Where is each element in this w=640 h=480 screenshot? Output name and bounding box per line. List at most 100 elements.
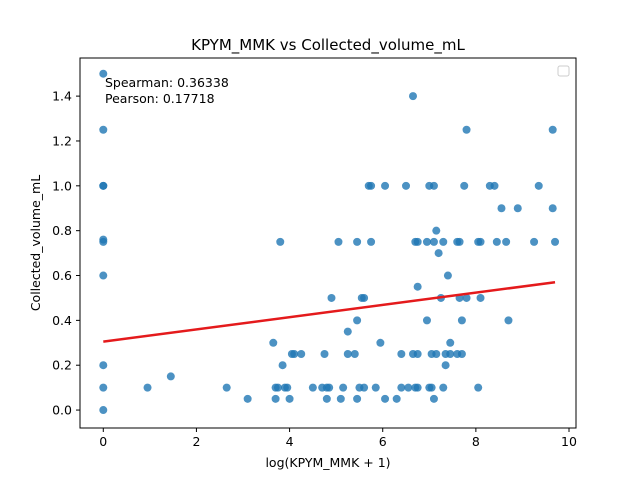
scatter-point	[371, 383, 380, 392]
scatter-point	[404, 383, 413, 392]
scatter-point	[367, 181, 376, 190]
scatter-point	[269, 338, 278, 347]
scatter-point	[429, 394, 438, 403]
scatter-point	[413, 282, 422, 291]
scatter-point	[429, 237, 438, 246]
scatter-point	[99, 181, 108, 190]
scatter-point	[327, 293, 336, 302]
scatter-point	[548, 125, 557, 134]
scatter-point	[455, 237, 464, 246]
x-tick-label: 2	[192, 434, 200, 449]
pearson-annotation: Pearson: 0.17718	[105, 91, 215, 106]
scatter-point	[474, 383, 483, 392]
scatter-point	[409, 92, 417, 101]
scatter-point	[343, 350, 352, 358]
scatter-point	[99, 69, 108, 78]
scatter-point	[392, 394, 401, 403]
scatter-point	[460, 181, 469, 190]
scatter-point	[285, 394, 294, 403]
legend-box	[557, 65, 570, 77]
y-tick-label: 1.0	[52, 178, 72, 193]
scatter-point	[99, 237, 108, 246]
scatter-point	[422, 316, 431, 325]
x-tick-label: 6	[379, 434, 387, 449]
scatter-point	[353, 394, 362, 403]
x-axis-label: log(KPYM_MMK + 1)	[265, 455, 390, 470]
scatter-point	[222, 383, 231, 392]
scatter-point	[99, 125, 108, 134]
scatter-point	[143, 383, 152, 392]
regression-line	[103, 281, 556, 343]
scatter-point	[434, 249, 443, 258]
x-tick-label: 8	[472, 434, 480, 449]
scatter-point	[336, 394, 345, 403]
scatter-point	[397, 350, 406, 358]
y-tick-label: 0.6	[52, 268, 72, 283]
scatter-point	[276, 237, 285, 246]
y-tick-label: 0.0	[52, 403, 72, 418]
scatter-point	[457, 350, 466, 358]
scatter-point	[443, 271, 452, 280]
scatter-point	[462, 293, 471, 302]
scatter-point	[446, 338, 455, 347]
scatter-point	[243, 394, 252, 403]
scatter-point	[413, 383, 422, 392]
scatter-point	[476, 293, 485, 302]
scatter-point	[548, 204, 557, 213]
scatter-point	[360, 383, 369, 392]
scatter-point	[322, 394, 331, 403]
scatter-point	[325, 383, 334, 392]
scatter-point	[422, 237, 431, 246]
scatter-point	[308, 383, 317, 392]
scatter-point	[429, 181, 438, 190]
scatter-point	[439, 383, 448, 392]
scatter-point	[376, 338, 385, 347]
scatter-point	[502, 237, 511, 246]
scatter-point	[166, 372, 175, 381]
scatter-point	[353, 237, 362, 246]
scatter-point	[402, 181, 411, 190]
scatter-point	[271, 394, 280, 403]
scatter-point	[339, 383, 348, 392]
scatter-point	[427, 383, 436, 392]
scatter-point	[99, 361, 108, 370]
y-tick-label: 0.8	[52, 223, 72, 238]
scatter-point	[413, 237, 422, 246]
scatter-point	[439, 237, 448, 246]
scatter-point	[320, 350, 329, 358]
scatter-point	[432, 226, 441, 235]
y-tick-label: 0.2	[52, 358, 72, 373]
scatter-point	[534, 181, 543, 190]
x-axis: 0 2 4 6 8 10	[99, 428, 577, 449]
scatter-point	[283, 383, 292, 392]
y-tick-label: 1.2	[52, 133, 72, 148]
scatter-point	[530, 237, 539, 246]
scatter-point	[343, 327, 352, 336]
scatter-point	[99, 406, 108, 415]
plot-marks	[99, 69, 560, 415]
scatter-point	[413, 350, 422, 358]
y-tick-label: 1.4	[52, 89, 72, 104]
scatter-point	[353, 316, 362, 325]
scatter-point	[476, 237, 485, 246]
y-axis-label: Collected_volume_mL	[28, 175, 43, 311]
scatter-point	[432, 350, 441, 358]
scatter-point	[99, 383, 108, 392]
scatter-point	[367, 237, 376, 246]
scatter-point	[446, 350, 455, 358]
scatter-point	[381, 181, 390, 190]
spearman-annotation: Spearman: 0.36338	[105, 75, 229, 90]
scatter-point	[551, 237, 560, 246]
x-tick-label: 4	[286, 434, 294, 449]
scatter-point	[360, 293, 369, 302]
scatter-point	[278, 361, 287, 370]
y-axis: 0.0 0.2 0.4 0.6 0.8 1.0 1.2 1.4	[52, 89, 80, 418]
plot-frame	[79, 57, 577, 429]
x-tick-label: 10	[561, 434, 577, 449]
scatter-point	[334, 237, 343, 246]
scatter-point	[99, 271, 108, 280]
scatter-point	[457, 316, 466, 325]
scatter-point	[504, 316, 513, 325]
